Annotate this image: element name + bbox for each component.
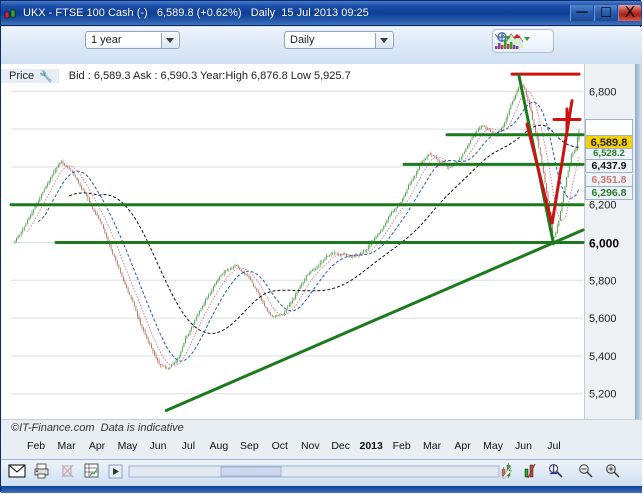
svg-text:5,200: 5,200 <box>589 389 617 401</box>
svg-text:5,600: 5,600 <box>589 313 617 325</box>
svg-text:5,400: 5,400 <box>589 351 617 363</box>
svg-text:6,800: 6,800 <box>589 86 617 98</box>
svg-text:5,800: 5,800 <box>589 275 617 287</box>
svg-text:6,000: 6,000 <box>589 237 619 251</box>
svg-text:6,200: 6,200 <box>589 200 617 212</box>
